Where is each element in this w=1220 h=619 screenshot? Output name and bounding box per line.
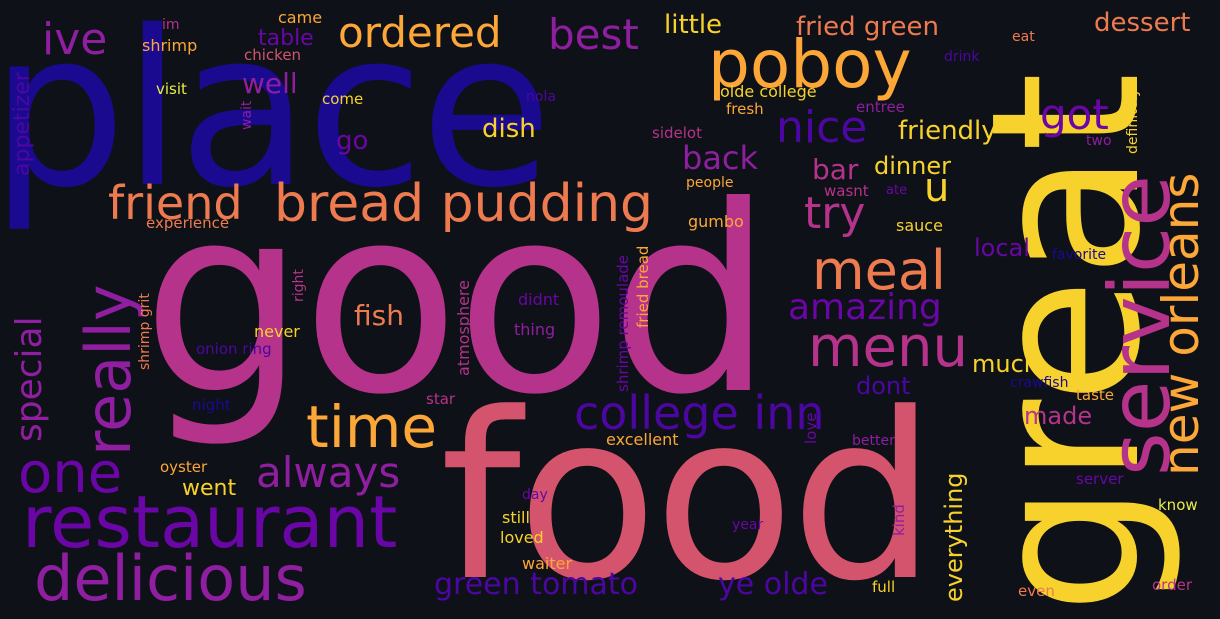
word-appetizer: appetizer bbox=[10, 72, 35, 176]
word-fried-bread: fried bread bbox=[634, 245, 652, 328]
word-delicious: delicious bbox=[34, 542, 307, 615]
word-ate: ate bbox=[886, 183, 908, 198]
word-loved: loved bbox=[500, 528, 544, 547]
word-menu: menu bbox=[808, 315, 968, 380]
word-dont: dont bbox=[856, 372, 911, 400]
word-amazing: amazing bbox=[788, 287, 942, 328]
word-oyster: oyster bbox=[160, 458, 208, 476]
word-even: even bbox=[1018, 582, 1055, 600]
word-ordered: ordered bbox=[338, 8, 502, 57]
word-full: full bbox=[872, 578, 896, 596]
word-visit: visit bbox=[156, 80, 187, 98]
word-well: well bbox=[242, 67, 298, 100]
word-u: u bbox=[924, 165, 950, 211]
word-waiter: waiter bbox=[522, 554, 573, 573]
word-fried-green: fried green bbox=[796, 12, 939, 42]
word-local: local bbox=[974, 234, 1030, 262]
word-thing: thing bbox=[514, 320, 556, 339]
word-order: order bbox=[1152, 576, 1192, 594]
word-favorite: favorite bbox=[1052, 247, 1107, 263]
word-poboy: poboy bbox=[708, 26, 912, 103]
word-nice: nice bbox=[776, 102, 868, 153]
word-restaurant: restaurant bbox=[22, 480, 398, 564]
word-shrimp-remoulade: shrimp remoulade bbox=[614, 254, 632, 392]
word-time: time bbox=[306, 393, 438, 461]
word-experience: experience bbox=[146, 214, 230, 232]
word-entree: entree bbox=[856, 98, 905, 116]
word-shrimp-grit: shrimp grit bbox=[137, 293, 153, 370]
word-excellent: excellent bbox=[606, 430, 679, 449]
word-much: much bbox=[972, 350, 1039, 378]
word-sauce: sauce bbox=[896, 216, 943, 235]
word-crawfish: crawfish bbox=[1010, 375, 1069, 391]
word-olde-college: olde college bbox=[720, 82, 817, 101]
word-eat: eat bbox=[1012, 29, 1035, 45]
word-new-orleans: new orleans bbox=[1152, 172, 1210, 476]
word-night: night bbox=[192, 396, 231, 414]
word-chicken: chicken bbox=[244, 46, 302, 64]
word-fresh: fresh bbox=[726, 100, 764, 118]
word-server: server bbox=[1076, 470, 1124, 488]
word-special: special bbox=[9, 316, 50, 442]
word-ye-olde: ye olde bbox=[718, 567, 828, 602]
word-people: people bbox=[686, 175, 734, 191]
word-food: food bbox=[440, 365, 936, 619]
word-really: really bbox=[72, 284, 145, 456]
word-made: made bbox=[1024, 402, 1093, 430]
word-drink: drink bbox=[944, 49, 980, 65]
word-star: star bbox=[426, 390, 456, 408]
word-nola: nola bbox=[526, 89, 556, 105]
word-green-tomato: green tomato bbox=[434, 567, 639, 602]
word-right: right bbox=[291, 269, 307, 302]
word-love: love bbox=[802, 412, 820, 444]
word-still: still bbox=[502, 508, 530, 527]
word-got: got bbox=[1040, 90, 1109, 139]
word-best: best bbox=[548, 10, 639, 59]
word-come: come bbox=[322, 90, 364, 108]
word-gumbo: gumbo bbox=[688, 212, 744, 231]
word-atmosphere: atmosphere bbox=[454, 280, 473, 376]
word-everything: everything bbox=[940, 472, 968, 602]
word-little: little bbox=[664, 10, 723, 40]
word-wasnt: wasnt bbox=[824, 182, 869, 200]
word-try: try bbox=[804, 188, 866, 239]
word-go: go bbox=[336, 126, 369, 156]
word-dessert: dessert bbox=[1094, 8, 1191, 38]
word-went: went bbox=[182, 476, 237, 501]
word-definitely: definitely bbox=[1125, 88, 1141, 154]
word-college-inn: college inn bbox=[574, 386, 825, 440]
word-always: always bbox=[256, 448, 401, 497]
word-friendly: friendly bbox=[898, 116, 997, 146]
word-know: know bbox=[1158, 496, 1198, 514]
word-one: one bbox=[18, 441, 123, 506]
word-taste: taste bbox=[1076, 386, 1114, 404]
word-sidelot: sidelot bbox=[652, 124, 702, 142]
word-year: year bbox=[732, 517, 764, 533]
word-bread-pudding: bread pudding bbox=[274, 174, 654, 234]
word-meal: meal bbox=[812, 239, 946, 302]
word-wait: wait bbox=[239, 100, 255, 130]
word-onion-ring: onion ring bbox=[196, 340, 272, 358]
word-fish: fish bbox=[354, 299, 404, 332]
word-didnt: didnt bbox=[518, 290, 560, 309]
word-kind: kind bbox=[890, 504, 908, 536]
word-shrimp: shrimp bbox=[142, 36, 198, 55]
word-dinner: dinner bbox=[874, 152, 951, 180]
word-ive: ive bbox=[42, 14, 108, 65]
word-im: im bbox=[162, 17, 180, 33]
word-table: table bbox=[258, 26, 314, 51]
word-never: never bbox=[254, 322, 300, 341]
word-bar: bar bbox=[812, 153, 859, 186]
word-dish: dish bbox=[482, 114, 536, 144]
word-came: came bbox=[278, 8, 323, 27]
word-place: place bbox=[0, 0, 552, 235]
word-two: two bbox=[1086, 133, 1112, 149]
word-day: day bbox=[522, 487, 548, 503]
word-better: better bbox=[852, 433, 895, 449]
word-friend: friend bbox=[108, 176, 243, 230]
word-good: good bbox=[142, 151, 773, 451]
word-back: back bbox=[682, 139, 759, 177]
